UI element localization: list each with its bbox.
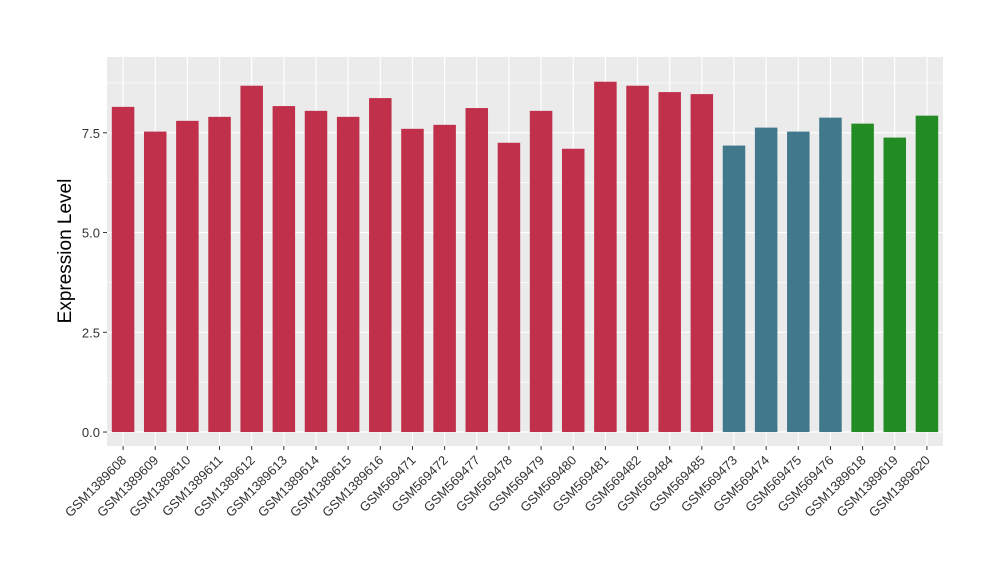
bar-GSM569471 bbox=[401, 128, 424, 433]
bar-GSM1389611 bbox=[208, 116, 231, 433]
bar-GSM1389609 bbox=[143, 131, 167, 433]
bar-GSM569476 bbox=[819, 117, 842, 433]
bar-GSM1389614 bbox=[304, 110, 328, 433]
bar-GSM569477 bbox=[465, 108, 489, 433]
bar-GSM569475 bbox=[787, 131, 810, 433]
plot-panel bbox=[107, 57, 943, 446]
bar-GSM1389616 bbox=[369, 98, 392, 433]
bar-GSM1389610 bbox=[176, 120, 199, 433]
bar-GSM569474 bbox=[754, 127, 778, 433]
bar-GSM569484 bbox=[658, 92, 681, 433]
y-tick-label: 7.5 bbox=[82, 126, 100, 141]
y-tick-label: 5.0 bbox=[82, 226, 100, 241]
bar-GSM569485 bbox=[690, 94, 714, 433]
bar-GSM569480 bbox=[561, 148, 585, 433]
bar-GSM1389620 bbox=[915, 115, 939, 433]
bar-GSM1389612 bbox=[240, 85, 263, 433]
x-axis: GSM1389608GSM1389609GSM1389610GSM1389611… bbox=[62, 446, 933, 520]
y-tick-label: 2.5 bbox=[82, 325, 100, 340]
bars-group bbox=[111, 81, 939, 433]
bar-GSM569472 bbox=[433, 124, 456, 433]
bar-GSM569473 bbox=[722, 145, 746, 433]
bar-GSM569482 bbox=[626, 85, 649, 433]
bar-GSM569481 bbox=[594, 81, 617, 433]
bar-GSM569479 bbox=[529, 110, 553, 433]
bar-GSM1389615 bbox=[336, 116, 360, 433]
bar-GSM1389618 bbox=[851, 123, 874, 433]
y-axis: 0.0 2.5 5.0 7.5 bbox=[82, 126, 107, 440]
bar-GSM1389613 bbox=[272, 106, 296, 433]
bar-GSM1389619 bbox=[883, 137, 907, 433]
y-axis-label: Expression Level bbox=[55, 179, 76, 324]
bar-GSM1389608 bbox=[111, 106, 135, 433]
y-tick-label: 0.0 bbox=[82, 425, 100, 440]
bar-GSM569478 bbox=[497, 142, 521, 433]
